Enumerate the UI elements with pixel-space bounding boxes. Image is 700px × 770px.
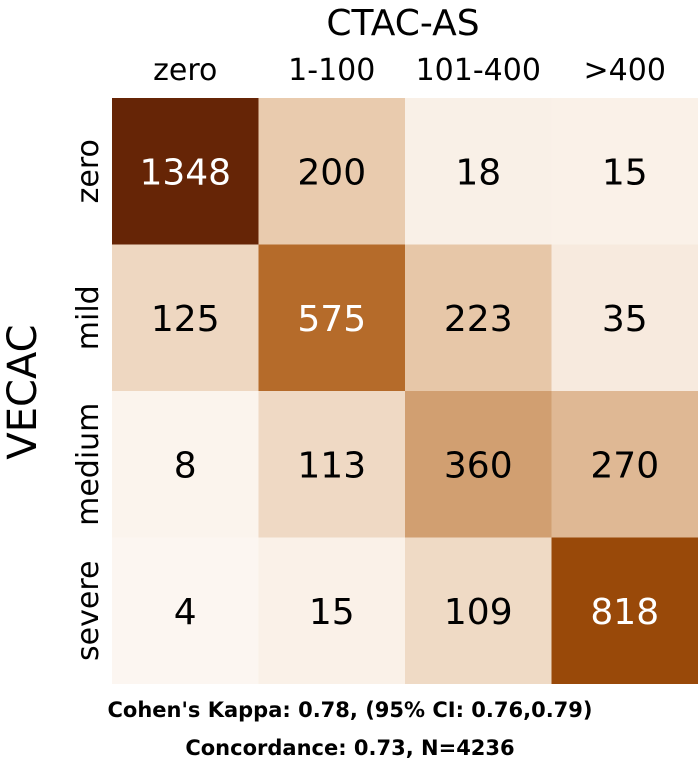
- heatmap-cell-1-2: [405, 244, 552, 391]
- heatmap-cell-3-3: [551, 537, 698, 684]
- y-tick-label: mild: [71, 285, 106, 350]
- heatmap-cell-0-2: [405, 98, 552, 245]
- heatmap-cell-1-3: [551, 244, 698, 391]
- cell-value-label-3-3: 818: [590, 592, 659, 633]
- heatmap-cell-0-3: [551, 98, 698, 245]
- heatmap-cell-0-0: [112, 98, 259, 245]
- cell-value-label-0-2: 18: [455, 152, 501, 193]
- cell-value-label-2-3: 270: [590, 445, 659, 486]
- cell-value-label-2-0: 8: [174, 445, 197, 486]
- y-tick-label: medium: [71, 403, 106, 526]
- cell-value-label-2-1: 113: [297, 445, 366, 486]
- cell-value-label-1-0: 125: [151, 299, 220, 340]
- concordance-annotation: Concordance: 0.73, N=4236: [185, 736, 515, 760]
- heatmap-cell-2-0: [112, 391, 259, 538]
- x-tick-label: >400: [584, 53, 666, 88]
- cell-value-label-0-1: 200: [297, 152, 366, 193]
- heatmap-cell-3-0: [112, 537, 259, 684]
- heatmap-chart: CTAC-AS VECAC 1348 200 18 15 125 575 223 35 8 113…: [0, 3, 698, 684]
- x-tick-label: 101-400: [416, 53, 541, 88]
- cell-value-label-2-2: 360: [444, 445, 513, 486]
- heatmap-cell-1-0: [112, 244, 259, 391]
- y-axis-title: VECAC: [0, 324, 46, 459]
- cell-value-label-1-1: 575: [297, 299, 366, 340]
- y-tick-label: severe: [71, 561, 106, 661]
- cell-value-label-3-0: 4: [174, 592, 197, 633]
- kappa-annotation: Cohen's Kappa: 0.78, (95% CI: 0.76,0.79): [107, 698, 593, 722]
- x-tick-label: zero: [153, 53, 217, 88]
- cell-value-label-3-2: 109: [444, 592, 513, 633]
- heatmap-cell-3-2: [405, 537, 552, 684]
- heatmap-cell-3-1: [258, 537, 405, 684]
- cell-value-label-0-0: 1348: [139, 152, 231, 193]
- heatmap-cell-1-1: [258, 244, 405, 391]
- x-axis-title: CTAC-AS: [326, 3, 479, 44]
- heatmap-cell-2-3: [551, 391, 698, 538]
- heatmap-cell-2-2: [405, 391, 552, 538]
- cell-value-label-3-1: 15: [309, 592, 355, 633]
- cell-value-label-0-3: 15: [602, 152, 648, 193]
- cell-value-label-1-3: 35: [602, 299, 648, 340]
- y-tick-label: zero: [71, 139, 106, 203]
- heatmap-cell-2-1: [258, 391, 405, 538]
- x-tick-label: 1-100: [288, 53, 375, 88]
- heatmap-cell-0-1: [258, 98, 405, 245]
- cell-value-label-1-2: 223: [444, 299, 513, 340]
